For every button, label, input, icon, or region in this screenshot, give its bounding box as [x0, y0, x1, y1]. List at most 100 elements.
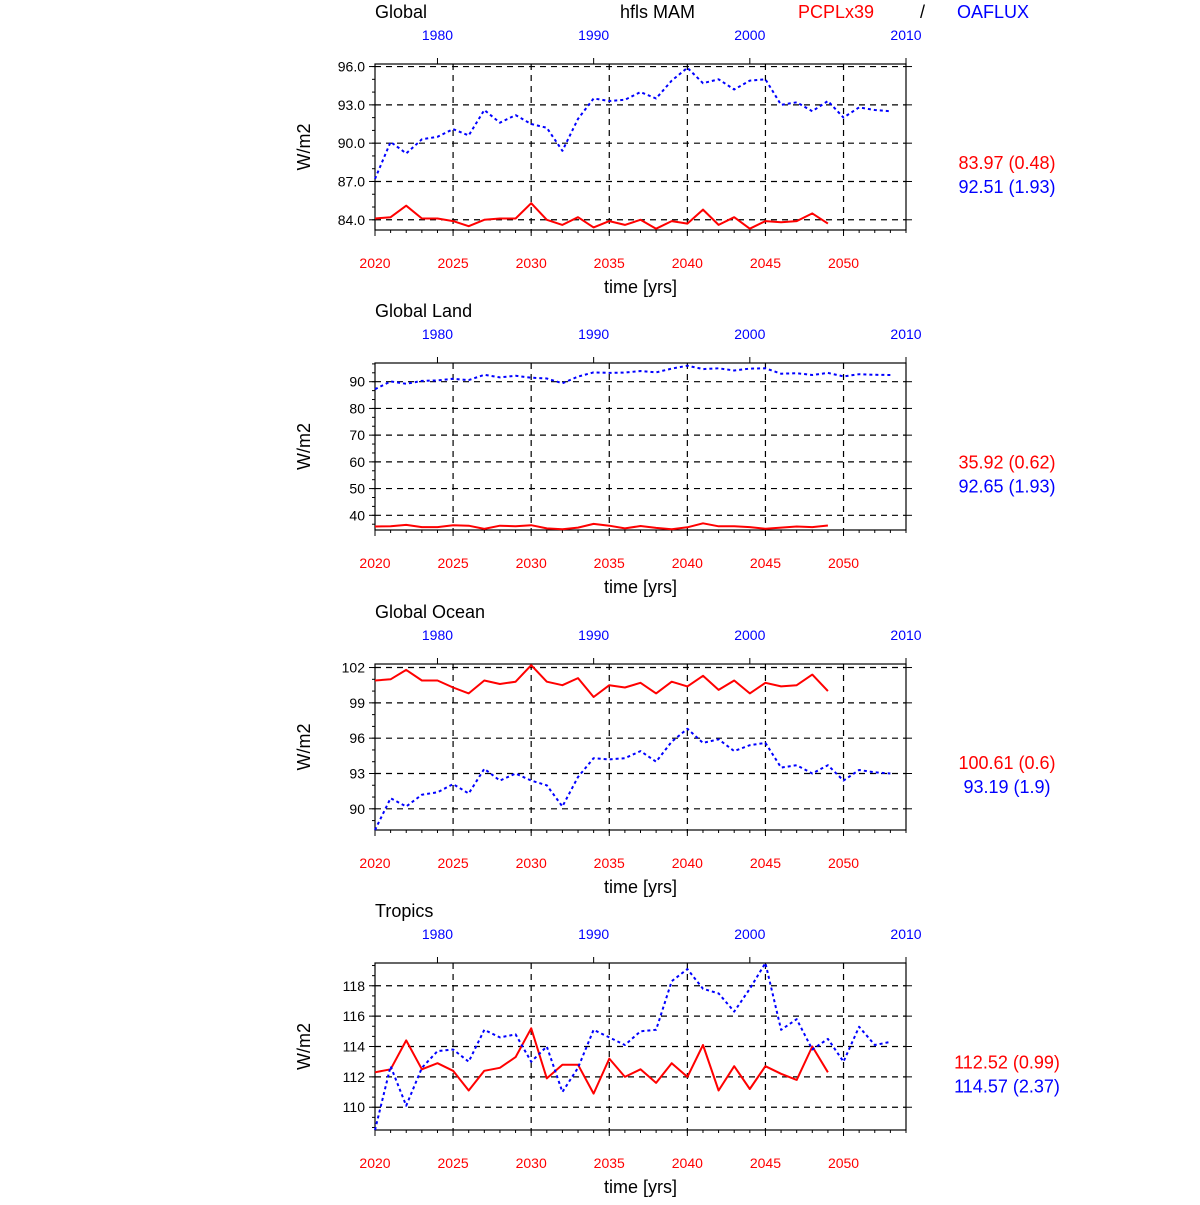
y-axis-label: W/m2: [294, 724, 314, 771]
variable-title: hfls MAM: [620, 2, 696, 22]
x-tick-label: 2045: [750, 1155, 781, 1171]
x-axis-label: time [yrs]: [604, 277, 677, 297]
series-line: [374, 727, 891, 831]
y-axis-label: W/m2: [294, 124, 314, 171]
stat-value: 83.97 (0.48): [958, 153, 1055, 173]
x-tick-label: 2050: [828, 255, 859, 271]
chart-panel: 84.0 87.0 90.0 93.0 96.0 2020 2025 2030 2035 2040…: [294, 27, 1056, 297]
x-axis-label: time [yrs]: [604, 877, 677, 897]
x-axis-label: time [yrs]: [604, 1177, 677, 1197]
top-axis-label: 2010: [890, 926, 921, 942]
stat-value: 100.61 (0.6): [958, 753, 1055, 773]
y-tick-label: 116: [343, 1008, 366, 1024]
x-tick-label: 2040: [672, 1155, 703, 1171]
y-tick-label: 112: [343, 1069, 366, 1085]
series-line: [374, 66, 891, 180]
top-axis-label: 1990: [578, 326, 609, 342]
y-tick-label: 40: [349, 507, 365, 523]
x-tick-label: 2030: [516, 255, 547, 271]
y-tick-label: 114: [343, 1039, 366, 1055]
x-tick-label: 2020: [359, 1155, 390, 1171]
x-tick-label: 2040: [672, 555, 703, 571]
series-line: [374, 962, 891, 1131]
x-tick-label: 2020: [359, 855, 390, 871]
top-axis-label: 1980: [422, 326, 453, 342]
stat-value: 92.65 (1.93): [958, 477, 1055, 497]
y-tick-label: 90.0: [338, 135, 365, 151]
panel-title: Tropics: [375, 901, 433, 921]
y-tick-label: 90: [349, 374, 365, 390]
legend-separator: /: [920, 2, 926, 22]
x-tick-label: 2035: [594, 855, 625, 871]
x-axis-label: time [yrs]: [604, 577, 677, 597]
top-axis-label: 2010: [890, 326, 921, 342]
y-tick-label: 118: [343, 978, 366, 994]
x-tick-label: 2020: [359, 555, 390, 571]
x-tick-label: 2025: [438, 1155, 469, 1171]
top-axis-label: 1980: [422, 627, 453, 643]
top-axis-label: 2010: [890, 27, 921, 43]
x-tick-label: 2035: [594, 1155, 625, 1171]
x-tick-label: 2050: [828, 1155, 859, 1171]
x-tick-label: 2030: [516, 555, 547, 571]
x-tick-label: 2045: [750, 255, 781, 271]
plot-frame: [374, 362, 907, 531]
x-tick-label: 2050: [828, 555, 859, 571]
panel-title: Global Land: [375, 301, 472, 321]
y-tick-label: 70: [349, 427, 365, 443]
y-tick-label: 84.0: [338, 212, 365, 228]
y-tick-label: 90: [349, 801, 365, 817]
plot-frame: [374, 63, 907, 231]
top-axis-label: 2000: [734, 27, 765, 43]
stat-value: 35.92 (0.62): [958, 453, 1055, 473]
y-tick-label: 99: [349, 695, 365, 711]
model-legend-label: PCPLx39: [798, 2, 875, 22]
stat-value: 112.52 (0.99): [954, 1053, 1060, 1073]
x-tick-label: 2045: [750, 855, 781, 871]
y-axis-label: W/m2: [294, 1023, 314, 1070]
obs-legend-label: OAFLUX: [957, 2, 1030, 22]
series-line: [374, 202, 829, 230]
y-tick-label: 96.0: [338, 59, 365, 75]
top-axis-label: 2010: [890, 627, 921, 643]
x-tick-label: 2030: [516, 1155, 547, 1171]
top-axis-label: 1990: [578, 627, 609, 643]
x-tick-label: 2035: [594, 555, 625, 571]
y-tick-label: 110: [343, 1099, 366, 1115]
y-axis-label: W/m2: [294, 423, 314, 470]
top-axis-label: 1990: [578, 926, 609, 942]
series-line: [374, 664, 829, 698]
top-axis-label: 1980: [422, 27, 453, 43]
x-tick-label: 2050: [828, 855, 859, 871]
top-axis-label: 2000: [734, 326, 765, 342]
x-tick-label: 2025: [438, 855, 469, 871]
y-tick-label: 102: [342, 660, 366, 676]
chart-panel: Global Land 40 50 60 70 80 90 2020 2025 2030 2035 2…: [294, 301, 1056, 597]
series-line: [374, 1027, 829, 1095]
series-line: [374, 522, 829, 531]
top-axis-label: 2000: [734, 627, 765, 643]
y-tick-label: 96: [349, 730, 365, 746]
x-tick-label: 2030: [516, 855, 547, 871]
y-tick-label: 93.0: [338, 97, 365, 113]
x-tick-label: 2025: [438, 555, 469, 571]
x-tick-label: 2020: [359, 255, 390, 271]
y-tick-label: 87.0: [338, 173, 365, 189]
x-tick-label: 2040: [672, 255, 703, 271]
stat-value: 92.51 (1.93): [958, 177, 1055, 197]
y-tick-label: 93: [349, 765, 365, 781]
y-tick-label: 50: [349, 481, 365, 497]
x-tick-label: 2035: [594, 255, 625, 271]
series-line: [374, 364, 891, 391]
chart-panel: Global Ocean 90 93 96 99 102 2020 2025 2030 2035 2…: [294, 602, 1056, 897]
region-title: Global: [375, 2, 428, 22]
stat-value: 114.57 (2.37): [954, 1077, 1060, 1097]
chart-panel: Tropics 110 112 114 116 118 2020 2025 2030 2035 20…: [294, 901, 1060, 1197]
top-axis-label: 2000: [734, 926, 765, 942]
y-tick-label: 80: [349, 400, 365, 416]
stat-value: 93.19 (1.9): [963, 777, 1050, 797]
top-axis-label: 1980: [422, 926, 453, 942]
x-tick-label: 2025: [438, 255, 469, 271]
